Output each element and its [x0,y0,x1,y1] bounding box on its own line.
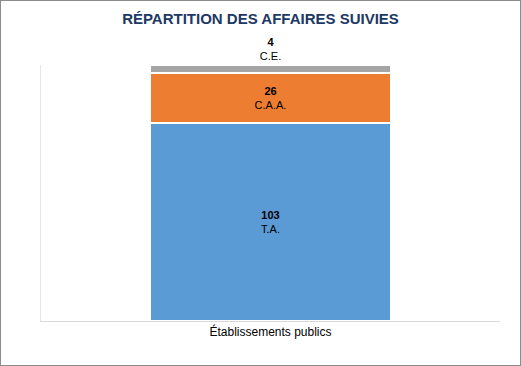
svg-text:RÉPARTITION DES AFFAIRES SUIVI: RÉPARTITION DES AFFAIRES SUIVIES [122,10,399,27]
svg-text:26C.A.A.: 26C.A.A. [255,85,287,111]
svg-text:4C.E.: 4C.E. [260,36,281,62]
svg-text:Établissements publics: Établissements publics [209,324,331,339]
svg-text:103T.A.: 103T.A. [261,209,280,235]
